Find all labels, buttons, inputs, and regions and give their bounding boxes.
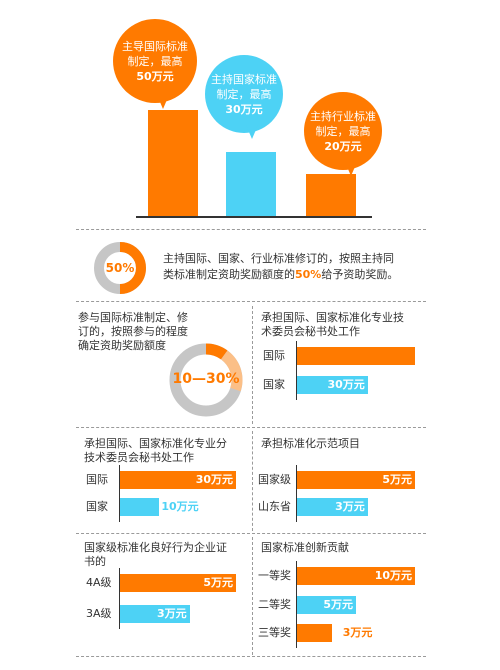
- participation-title-line: 参与国际标准制定、修: [78, 311, 188, 324]
- bar-value-label: 3万元: [342, 626, 373, 639]
- bubble-text: 制定，最高: [315, 124, 371, 138]
- section-divider-vertical: [252, 431, 253, 531]
- bar-value-label: 5万元: [382, 473, 412, 486]
- value-bubble: 主持行业标准 制定，最高 20万元: [304, 92, 382, 170]
- bar: [297, 376, 368, 394]
- bar-value-label: 3万元: [156, 607, 187, 620]
- panel-title: 国家级标准化良好行为企业证 书的: [84, 541, 249, 569]
- bar-value-label: 30万元: [327, 378, 365, 391]
- bar-value-label: 5万元: [323, 598, 353, 611]
- bar-category-label: 3A级: [86, 607, 112, 620]
- bar: [297, 596, 356, 614]
- bar-category-label: 三等奖: [258, 626, 291, 639]
- panel-title-line: 书的: [84, 555, 106, 568]
- revision-ring-chart: [94, 242, 146, 294]
- bar-category-label: 国家: [86, 500, 108, 513]
- bar-category-label: 4A级: [86, 576, 112, 589]
- panel-axis: [296, 561, 297, 648]
- section-divider: [76, 656, 426, 657]
- bar-category-label: 国家: [263, 378, 285, 391]
- bar-value-label: 5万元: [203, 576, 233, 589]
- bar: [306, 173, 356, 216]
- panel-title: 国家标准创新贡献: [261, 541, 431, 555]
- bar: [120, 574, 236, 592]
- bubble-tail: [344, 162, 357, 176]
- panel-title-line: 承担标准化示范项目: [261, 437, 360, 450]
- section-divider: [76, 229, 426, 230]
- value-bubble: 主持国家标准 制定，最高 30万元: [205, 55, 283, 133]
- bar-value-label: 10万元: [161, 500, 199, 513]
- ring-segment-range: [220, 350, 243, 392]
- bar: [120, 498, 159, 516]
- panel-axis: [119, 465, 120, 522]
- panel-title-line: 国家级标准化良好行为企业证: [84, 541, 227, 554]
- bubble-text: 主持国家标准: [211, 72, 277, 86]
- panel-title-line: 术委员会秘书处工作: [261, 325, 360, 338]
- value-bubble: 主导国际标准 制定，最高 50万元: [113, 19, 197, 103]
- ring-segment-min: [205, 343, 228, 360]
- bar: [297, 471, 415, 489]
- bubble-amount: 30万元: [225, 102, 263, 116]
- panel-title-line: 承担国际、国家标准化专业分: [84, 437, 227, 450]
- panel-title: 承担标准化示范项目: [261, 437, 431, 451]
- section-divider-vertical: [252, 306, 253, 424]
- revision-description-line2: 类标准制定资助奖励额度的50%给予资助奖励。: [163, 267, 433, 283]
- section-divider: [76, 301, 426, 302]
- revision-description-pre: 类标准制定资助奖励额度的: [163, 268, 295, 281]
- revision-description-line1: 主持国际、国家、行业标准修订的，按照主持同: [163, 252, 394, 265]
- bar: [120, 471, 236, 489]
- bubble-tail: [245, 125, 258, 139]
- bubble-amount: 50万元: [136, 69, 174, 83]
- bar-value-label: 30万元: [195, 473, 233, 486]
- panel-title: 承担国际、国家标准化专业分 技术委员会秘书处工作: [84, 437, 249, 465]
- bubble-text: 制定，最高: [216, 87, 272, 101]
- participation-title: 参与国际标准制定、修 订的，按照参与的程度 确定资助奖励额度: [78, 311, 238, 353]
- ring-segment: [119, 242, 146, 294]
- panel-axis: [119, 568, 120, 629]
- bar-category-label: 一等奖: [258, 569, 291, 582]
- bubble-amount: 20万元: [324, 139, 362, 153]
- panel-title-line: 承担国际、国家标准化专业技: [261, 311, 404, 324]
- section-divider: [76, 427, 426, 428]
- participation-ring-chart: [169, 343, 243, 417]
- bar-value-label: 10万元: [374, 569, 412, 582]
- bubble-text: 制定，最高: [127, 54, 183, 68]
- revision-description-highlight: 50%: [295, 268, 322, 281]
- bar-category-label: 国家级: [258, 473, 291, 486]
- panel-title-line: 国家标准创新贡献: [261, 541, 349, 554]
- baseline: [136, 216, 372, 218]
- bar: [297, 567, 415, 585]
- bar: [297, 624, 333, 642]
- bar: [148, 110, 198, 216]
- bar-category-label: 国际: [263, 349, 285, 362]
- bar: [120, 605, 190, 623]
- panel-title-line: 技术委员会秘书处工作: [84, 451, 194, 464]
- bar-category-label: 二等奖: [258, 598, 291, 611]
- bubble-text: 主持行业标准: [310, 109, 376, 123]
- panel-axis: [296, 465, 297, 522]
- bar: [297, 498, 368, 516]
- participation-title-line: 订的，按照参与的程度: [78, 325, 188, 338]
- bar-category-label: 山东省: [258, 500, 291, 513]
- section-divider-vertical: [252, 537, 253, 655]
- panel-axis: [296, 341, 297, 400]
- participation-title-line: 确定资助奖励额度: [78, 339, 166, 352]
- bar: [226, 152, 276, 216]
- revision-description: 主持国际、国家、行业标准修订的，按照主持同 类标准制定资助奖励额度的50%给予资…: [163, 251, 433, 283]
- bubble-text: 主导国际标准: [122, 39, 188, 53]
- bar-category-label: 国际: [86, 473, 108, 486]
- revision-description-post: 给予资助奖励。: [321, 268, 399, 281]
- participation-ring-label: 10—30%: [172, 371, 240, 387]
- bar-value-label: 3万元: [335, 500, 365, 513]
- panel-title: 承担国际、国家标准化专业技 术委员会秘书处工作: [261, 311, 431, 339]
- bubble-tail: [157, 95, 170, 109]
- bar: [297, 347, 415, 365]
- section-divider: [76, 533, 426, 534]
- revision-ring-label: 50%: [105, 261, 135, 275]
